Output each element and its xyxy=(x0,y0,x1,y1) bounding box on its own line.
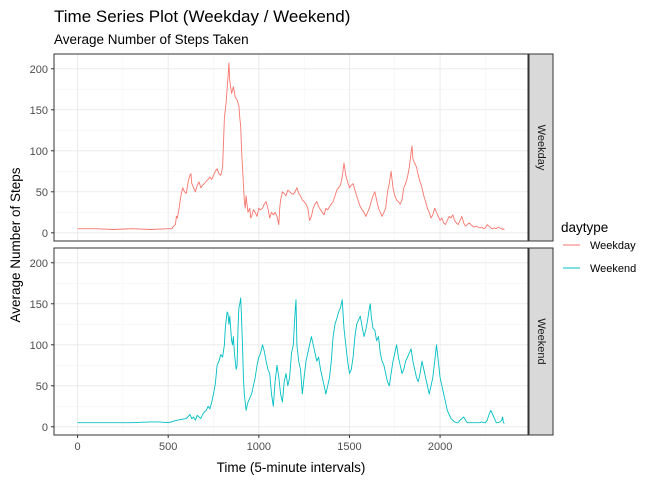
facet-panel-weekday: 0 50 100 150 200 Weekday xyxy=(30,53,554,242)
y-tick-label: 50 xyxy=(36,187,48,199)
y-tick-label: 100 xyxy=(30,146,48,158)
panel-border xyxy=(53,53,529,242)
facet-strip xyxy=(528,53,554,242)
x-tick-label: 1000 xyxy=(247,441,271,453)
y-tick-label: 200 xyxy=(30,258,48,270)
panel-background xyxy=(54,248,528,435)
series-line-weekday xyxy=(77,62,505,230)
x-axis-title: Time (5-minute intervals) xyxy=(217,460,366,475)
y-tick-label: 150 xyxy=(30,299,48,311)
x-tick-label: 0 xyxy=(75,441,81,453)
panel-background xyxy=(54,54,528,241)
legend-label-weekend: Weekend xyxy=(590,263,636,275)
y-tick-label: 0 xyxy=(42,228,48,240)
y-tick-label: 0 xyxy=(42,422,48,434)
x-axis: 0 500 1000 1500 2000 xyxy=(75,435,452,453)
legend-title: daytype xyxy=(561,220,608,235)
facet-strip-label: Weekend xyxy=(535,318,547,364)
y-tick-label: 100 xyxy=(30,340,48,352)
facet-strip xyxy=(528,247,554,436)
x-tick-label: 2000 xyxy=(428,441,452,453)
facet-panel-weekend: 0 50 100 150 200 Weekend xyxy=(30,247,554,436)
series-line-weekend xyxy=(77,297,505,424)
y-tick-label: 150 xyxy=(30,105,48,117)
y-tick-label: 200 xyxy=(30,64,48,76)
x-tick-label: 500 xyxy=(159,441,177,453)
panel-border xyxy=(53,247,529,436)
chart-subtitle: Average Number of Steps Taken xyxy=(54,32,249,47)
legend-label-weekday: Weekday xyxy=(590,240,636,252)
y-axis-title: Average Number of Steps xyxy=(8,167,23,322)
y-tick-label: 50 xyxy=(36,381,48,393)
legend: daytype Weekday Weekend xyxy=(561,220,636,275)
facet-panels: 0 50 100 150 200 Weekday 0 50 100 150 200 Weekend xyxy=(30,53,554,436)
legend-items: Weekday Weekend xyxy=(563,240,636,275)
facet-strip-label: Weekday xyxy=(535,125,547,171)
x-tick-label: 1500 xyxy=(337,441,361,453)
chart-title: Time Series Plot (Weekday / Weekend) xyxy=(54,7,350,26)
